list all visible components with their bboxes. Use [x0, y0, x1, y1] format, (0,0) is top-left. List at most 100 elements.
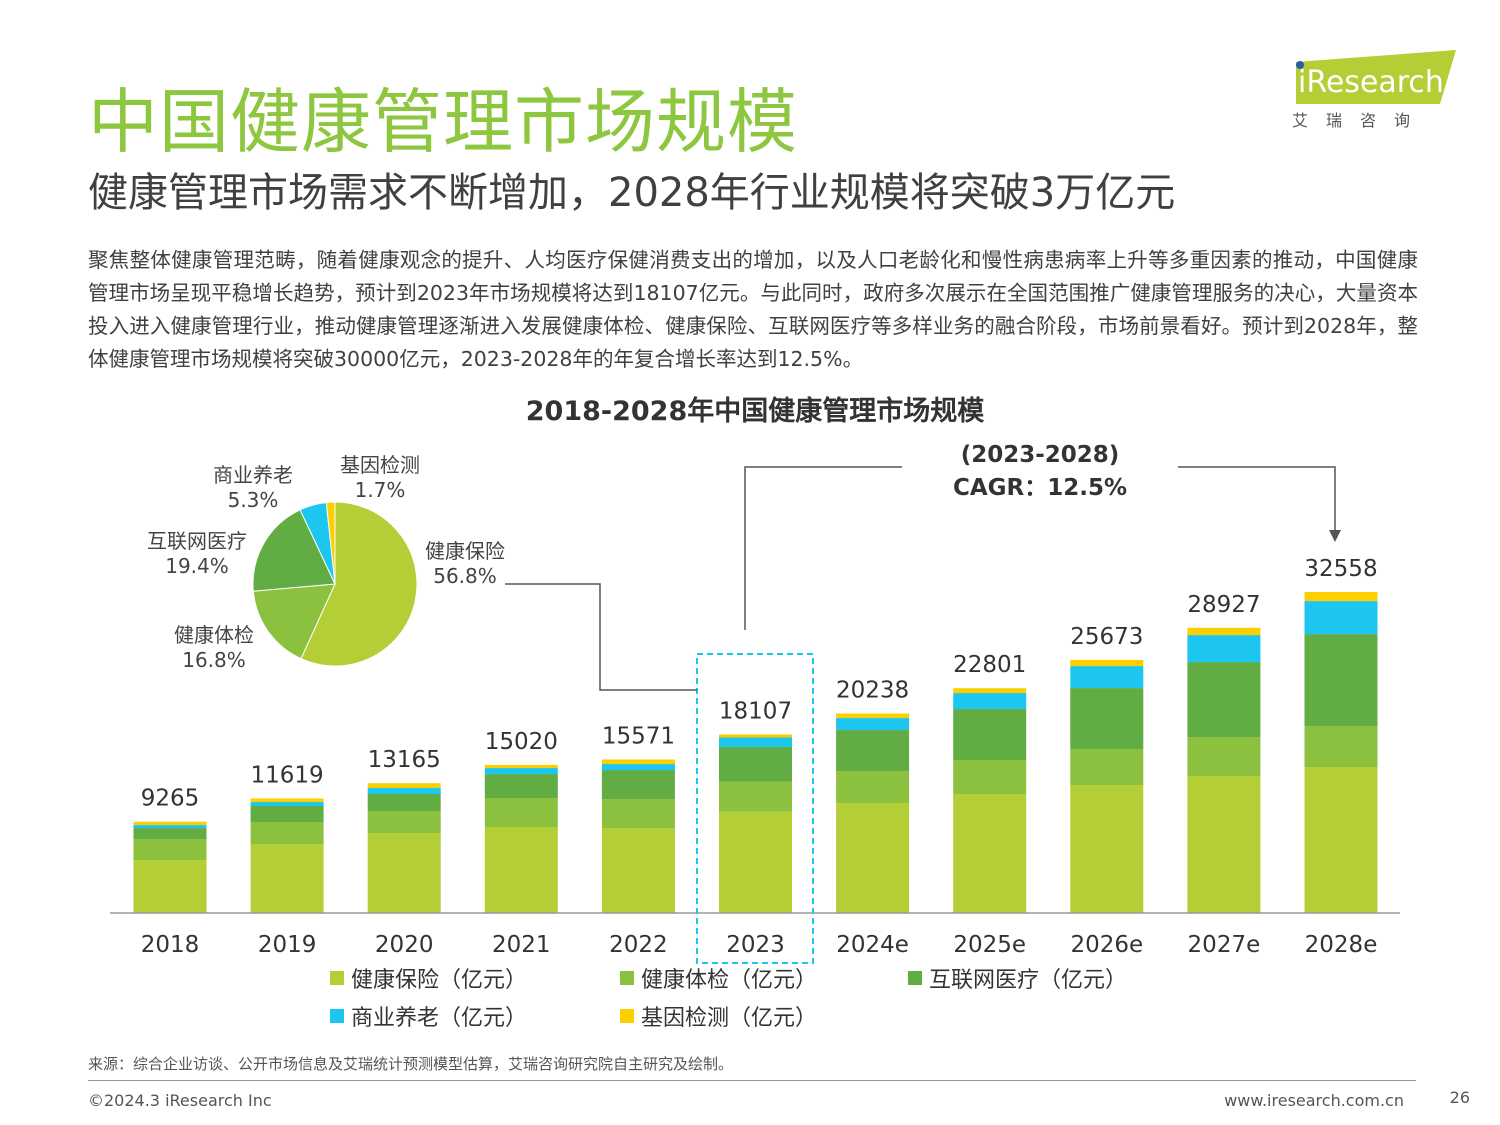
- bar-segment: [719, 746, 792, 782]
- bar-segment: [836, 803, 910, 913]
- pie-slice: [300, 501, 418, 667]
- legend-swatch: [330, 1009, 344, 1023]
- bar-segment: [836, 718, 910, 731]
- x-tick-label: 2018: [141, 932, 200, 958]
- bar-segment: [601, 764, 675, 771]
- bar-segment: [601, 799, 675, 829]
- page-number: 26: [1449, 1088, 1470, 1107]
- pie-slice-percent: 16.8%: [182, 648, 246, 672]
- bar-segment: [133, 828, 207, 840]
- bar-segment: [836, 730, 910, 772]
- pie-slice-name: 互联网医疗: [147, 529, 247, 553]
- source-note: 来源：综合企业访谈、公开市场信息及艾瑞统计预测模型估算，艾瑞咨询研究院自主研究及…: [88, 1055, 734, 1073]
- bar-segment: [367, 794, 441, 812]
- bar-segment: [1070, 688, 1144, 750]
- bar-segment: [484, 774, 558, 799]
- iresearch-logo: iResearch 艾瑞咨询: [1292, 50, 1456, 130]
- bar-segment: [1304, 634, 1378, 727]
- bar-total-label: 25673: [1070, 624, 1143, 650]
- bar-segment: [367, 811, 441, 834]
- pie-slice: [252, 509, 336, 592]
- bar-total-label: 32558: [1304, 556, 1377, 582]
- page-subtitle: 健康管理市场需求不断增加，2028年行业规模将突破3万亿元: [88, 170, 1176, 216]
- pie-slice-name: 健康体检: [174, 623, 254, 647]
- bar-segment: [953, 693, 1027, 710]
- legend-label: 互联网医疗（亿元）: [929, 968, 1127, 993]
- cagr-period: (2023-2028): [961, 442, 1120, 468]
- bar-segment: [953, 794, 1027, 913]
- bar-segment: [1070, 666, 1144, 689]
- pie-slice-name: 基因检测: [340, 453, 420, 477]
- cagr-line-left: [744, 466, 902, 630]
- bar-segment: [1070, 749, 1144, 786]
- bar-segment: [484, 827, 558, 913]
- x-tick-label: 2026e: [1070, 932, 1143, 958]
- bar-segment: [1070, 785, 1144, 913]
- pie-connector-line: [505, 583, 697, 691]
- pie-slice-percent: 1.7%: [355, 478, 406, 502]
- bar-total-label: 18107: [719, 698, 792, 724]
- bar-total-label: 22801: [953, 652, 1026, 678]
- bar-total-label: 15020: [485, 729, 558, 755]
- legend-label: 商业养老（亿元）: [351, 1006, 527, 1031]
- legend-label: 健康体检（亿元）: [641, 968, 817, 993]
- copyright: ©2024.3 iResearch Inc: [88, 1091, 272, 1110]
- footer-divider: [88, 1080, 1416, 1081]
- bar-segment: [601, 770, 675, 800]
- x-tick-label: 2023: [726, 932, 785, 958]
- bar-segment: [367, 783, 441, 789]
- bar-segment: [133, 839, 207, 861]
- bar-segment: [484, 798, 558, 828]
- bar-segment: [1187, 635, 1261, 663]
- bar-segment: [367, 788, 441, 795]
- body-text: 聚焦整体健康管理范畴，随着健康观念的提升、人均医疗保健消费支出的增加，以及人口老…: [88, 248, 1418, 371]
- website: www.iresearch.com.cn: [1224, 1091, 1404, 1110]
- bar-segment: [1304, 592, 1378, 602]
- x-tick-label: 2027e: [1188, 932, 1261, 958]
- bar-segment: [1187, 737, 1261, 777]
- bar-segment: [719, 734, 792, 738]
- highlight-2023-box: [696, 653, 814, 964]
- bar-segment: [719, 811, 792, 913]
- pie-slice-percent: 5.3%: [228, 488, 279, 512]
- bar-total-label: 13165: [368, 747, 441, 773]
- bar-segment: [953, 760, 1027, 795]
- pie-slice-name: 健康保险: [425, 539, 505, 563]
- legend-swatch: [620, 971, 634, 985]
- legend-label: 基因检测（亿元）: [641, 1006, 817, 1031]
- bar-segment: [367, 833, 441, 913]
- pie-slice: [325, 501, 336, 585]
- bar-segment: [250, 802, 324, 807]
- bar-segment: [601, 759, 675, 765]
- page-title: 中国健康管理市场规模: [88, 81, 798, 163]
- bar-segment: [250, 822, 324, 845]
- x-tick-label: 2022: [609, 932, 668, 958]
- bar-segment: [250, 798, 324, 803]
- x-tick-label: 2019: [258, 932, 317, 958]
- bar-segment: [1304, 601, 1378, 635]
- bar-total-label: 9265: [141, 786, 200, 812]
- svg-text:iResearch: iResearch: [1298, 65, 1444, 100]
- legend-label: 健康保险（亿元）: [351, 968, 527, 993]
- legend-swatch: [330, 971, 344, 985]
- legend-swatch: [908, 971, 922, 985]
- x-tick-label: 2028e: [1305, 932, 1378, 958]
- bar-segment: [1187, 627, 1261, 636]
- bar-segment: [1304, 726, 1378, 768]
- bar-segment: [836, 771, 910, 804]
- bar-total-label: 28927: [1187, 592, 1260, 618]
- bar-segment: [1187, 662, 1261, 738]
- bar-total-label: 11619: [251, 762, 324, 788]
- bar-segment: [601, 828, 675, 913]
- cagr-arrow-icon: [1329, 530, 1341, 542]
- svg-text:艾瑞咨询: 艾瑞咨询: [1292, 111, 1428, 130]
- bar-segment: [484, 764, 558, 769]
- bar-segment: [1187, 776, 1261, 913]
- bar-segment: [836, 713, 910, 719]
- cagr-value: CAGR：12.5%: [953, 475, 1127, 501]
- bar-segment: [1304, 767, 1378, 913]
- bar-total-label: 15571: [602, 723, 675, 749]
- cagr-line-right: [1178, 466, 1336, 530]
